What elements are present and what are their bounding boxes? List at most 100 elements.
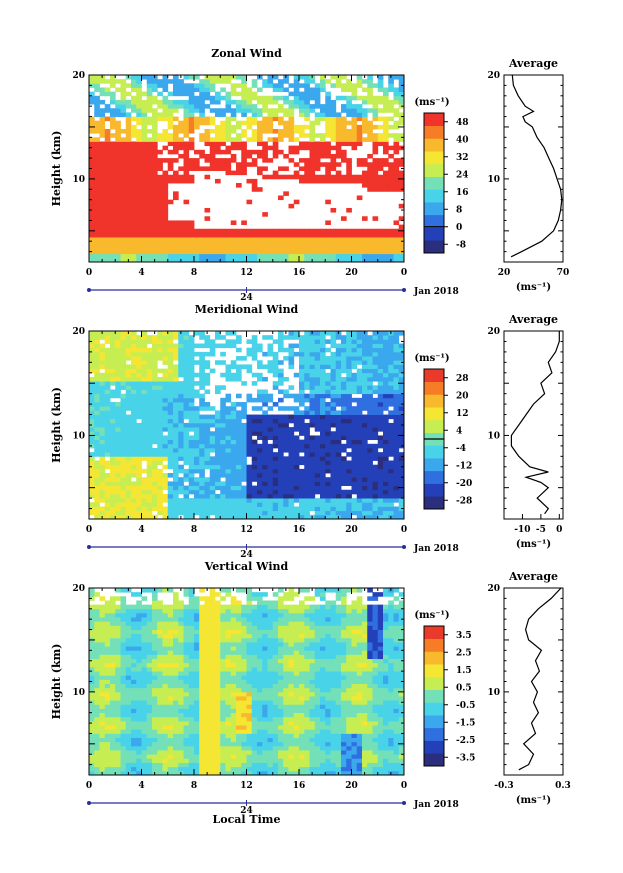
heatmap-cell [104,393,111,399]
heatmap-cell [351,443,358,449]
heatmap-cell [262,435,268,441]
heatmap-cell [136,368,142,374]
heatmap-cell [304,351,310,357]
heatmap-cell [94,612,100,618]
heatmap-cell [220,506,226,512]
heatmap-cell [225,170,232,176]
heatmap-cell [131,220,137,225]
heatmap-cell [230,493,237,499]
heatmap-cell [388,498,394,503]
heatmap-cell [215,439,221,445]
heatmap-cell [388,245,394,250]
heatmap-cell [173,443,179,449]
heatmap-cell [288,493,295,499]
heatmap-cell [110,343,116,349]
heatmap-cell [236,120,242,126]
heatmap-cell [167,456,174,461]
heatmap-cell [173,174,179,180]
heatmap-cell [120,733,127,738]
heatmap-cell [299,473,305,478]
heatmap-cell [304,376,310,382]
heatmap-cell [157,376,163,382]
heatmap-cell [183,351,190,357]
heatmap-cell [241,506,247,512]
heatmap-cell [341,228,347,234]
heatmap-cell [89,137,95,142]
heatmap-cell [393,493,400,499]
heatmap-cell [230,402,237,407]
heatmap-cell [131,99,137,105]
heatmap-cell [131,406,137,411]
heatmap-cell [125,443,132,449]
heatmap-cell [167,422,174,428]
heatmap-cell [89,439,95,445]
heatmap-cell [125,141,132,147]
heatmap-cell [188,228,195,234]
heatmap-cell [330,489,337,495]
heatmap-cell [288,393,295,399]
heatmap-cell [225,443,232,449]
heatmap-cell [262,506,268,512]
heatmap-cell [288,203,295,209]
heatmap-cell [314,245,321,250]
heatmap-cell [152,153,158,159]
heatmap-cell [146,108,153,113]
heatmap-cell [204,481,211,486]
heatmap-cell [146,447,153,453]
heatmap-cell [372,360,379,365]
heatmap-cell [141,758,148,763]
heatmap-cell [251,493,258,499]
heatmap-cell [204,116,211,122]
heatmap-cell [335,385,342,390]
heatmap-cell [110,410,116,415]
heatmap-cell [131,170,137,176]
heatmap-cell [398,183,405,188]
heatmap-cell [320,83,326,88]
heatmap-cell [309,414,316,420]
heatmap-cell [173,506,179,512]
heatmap-cell [120,418,127,424]
heatmap-cell [351,91,358,97]
heatmap-cell [157,468,163,474]
heatmap-cell [372,418,379,424]
heatmap-cell [125,617,132,622]
heatmap-cell [377,183,384,188]
heatmap-cell [398,178,405,184]
heatmap-cell [152,343,158,349]
heatmap-cell [188,510,195,516]
heatmap-cell [299,83,305,88]
heatmap-cell [388,79,394,84]
heatmap-cell [204,133,211,138]
heatmap-cell [398,241,405,246]
heatmap-cell [89,212,95,217]
heatmap-cell [199,510,205,516]
heatmap-cell [173,335,179,340]
heatmap-cell [388,145,394,151]
heatmap-cell [146,418,153,424]
heatmap-cell [330,439,337,445]
heatmap-cell [131,473,137,478]
heatmap-cell [314,174,321,180]
heatmap-cell [94,389,100,395]
heatmap-cell [257,241,263,246]
y-axis-label: Height (km) [50,131,63,207]
heatmap-cell [162,253,169,259]
heatmap-cell [152,452,158,457]
heatmap-cell [241,95,247,101]
heatmap-cell [388,402,394,407]
heatmap-cell [283,79,289,84]
heatmap-cell [115,162,121,167]
heatmap-cell [346,178,352,184]
heatmap-cell [335,460,342,466]
heatmap-cell [320,360,326,365]
heatmap-cell [309,79,316,84]
heatmap-cell [262,108,268,113]
heatmap-cell [351,112,358,117]
heatmap-cell [383,368,389,374]
heatmap-cell [183,245,190,250]
heatmap-cell [293,228,300,234]
heatmap-cell [267,95,274,101]
heatmap-cell [230,443,237,449]
heatmap-cell [372,351,379,357]
